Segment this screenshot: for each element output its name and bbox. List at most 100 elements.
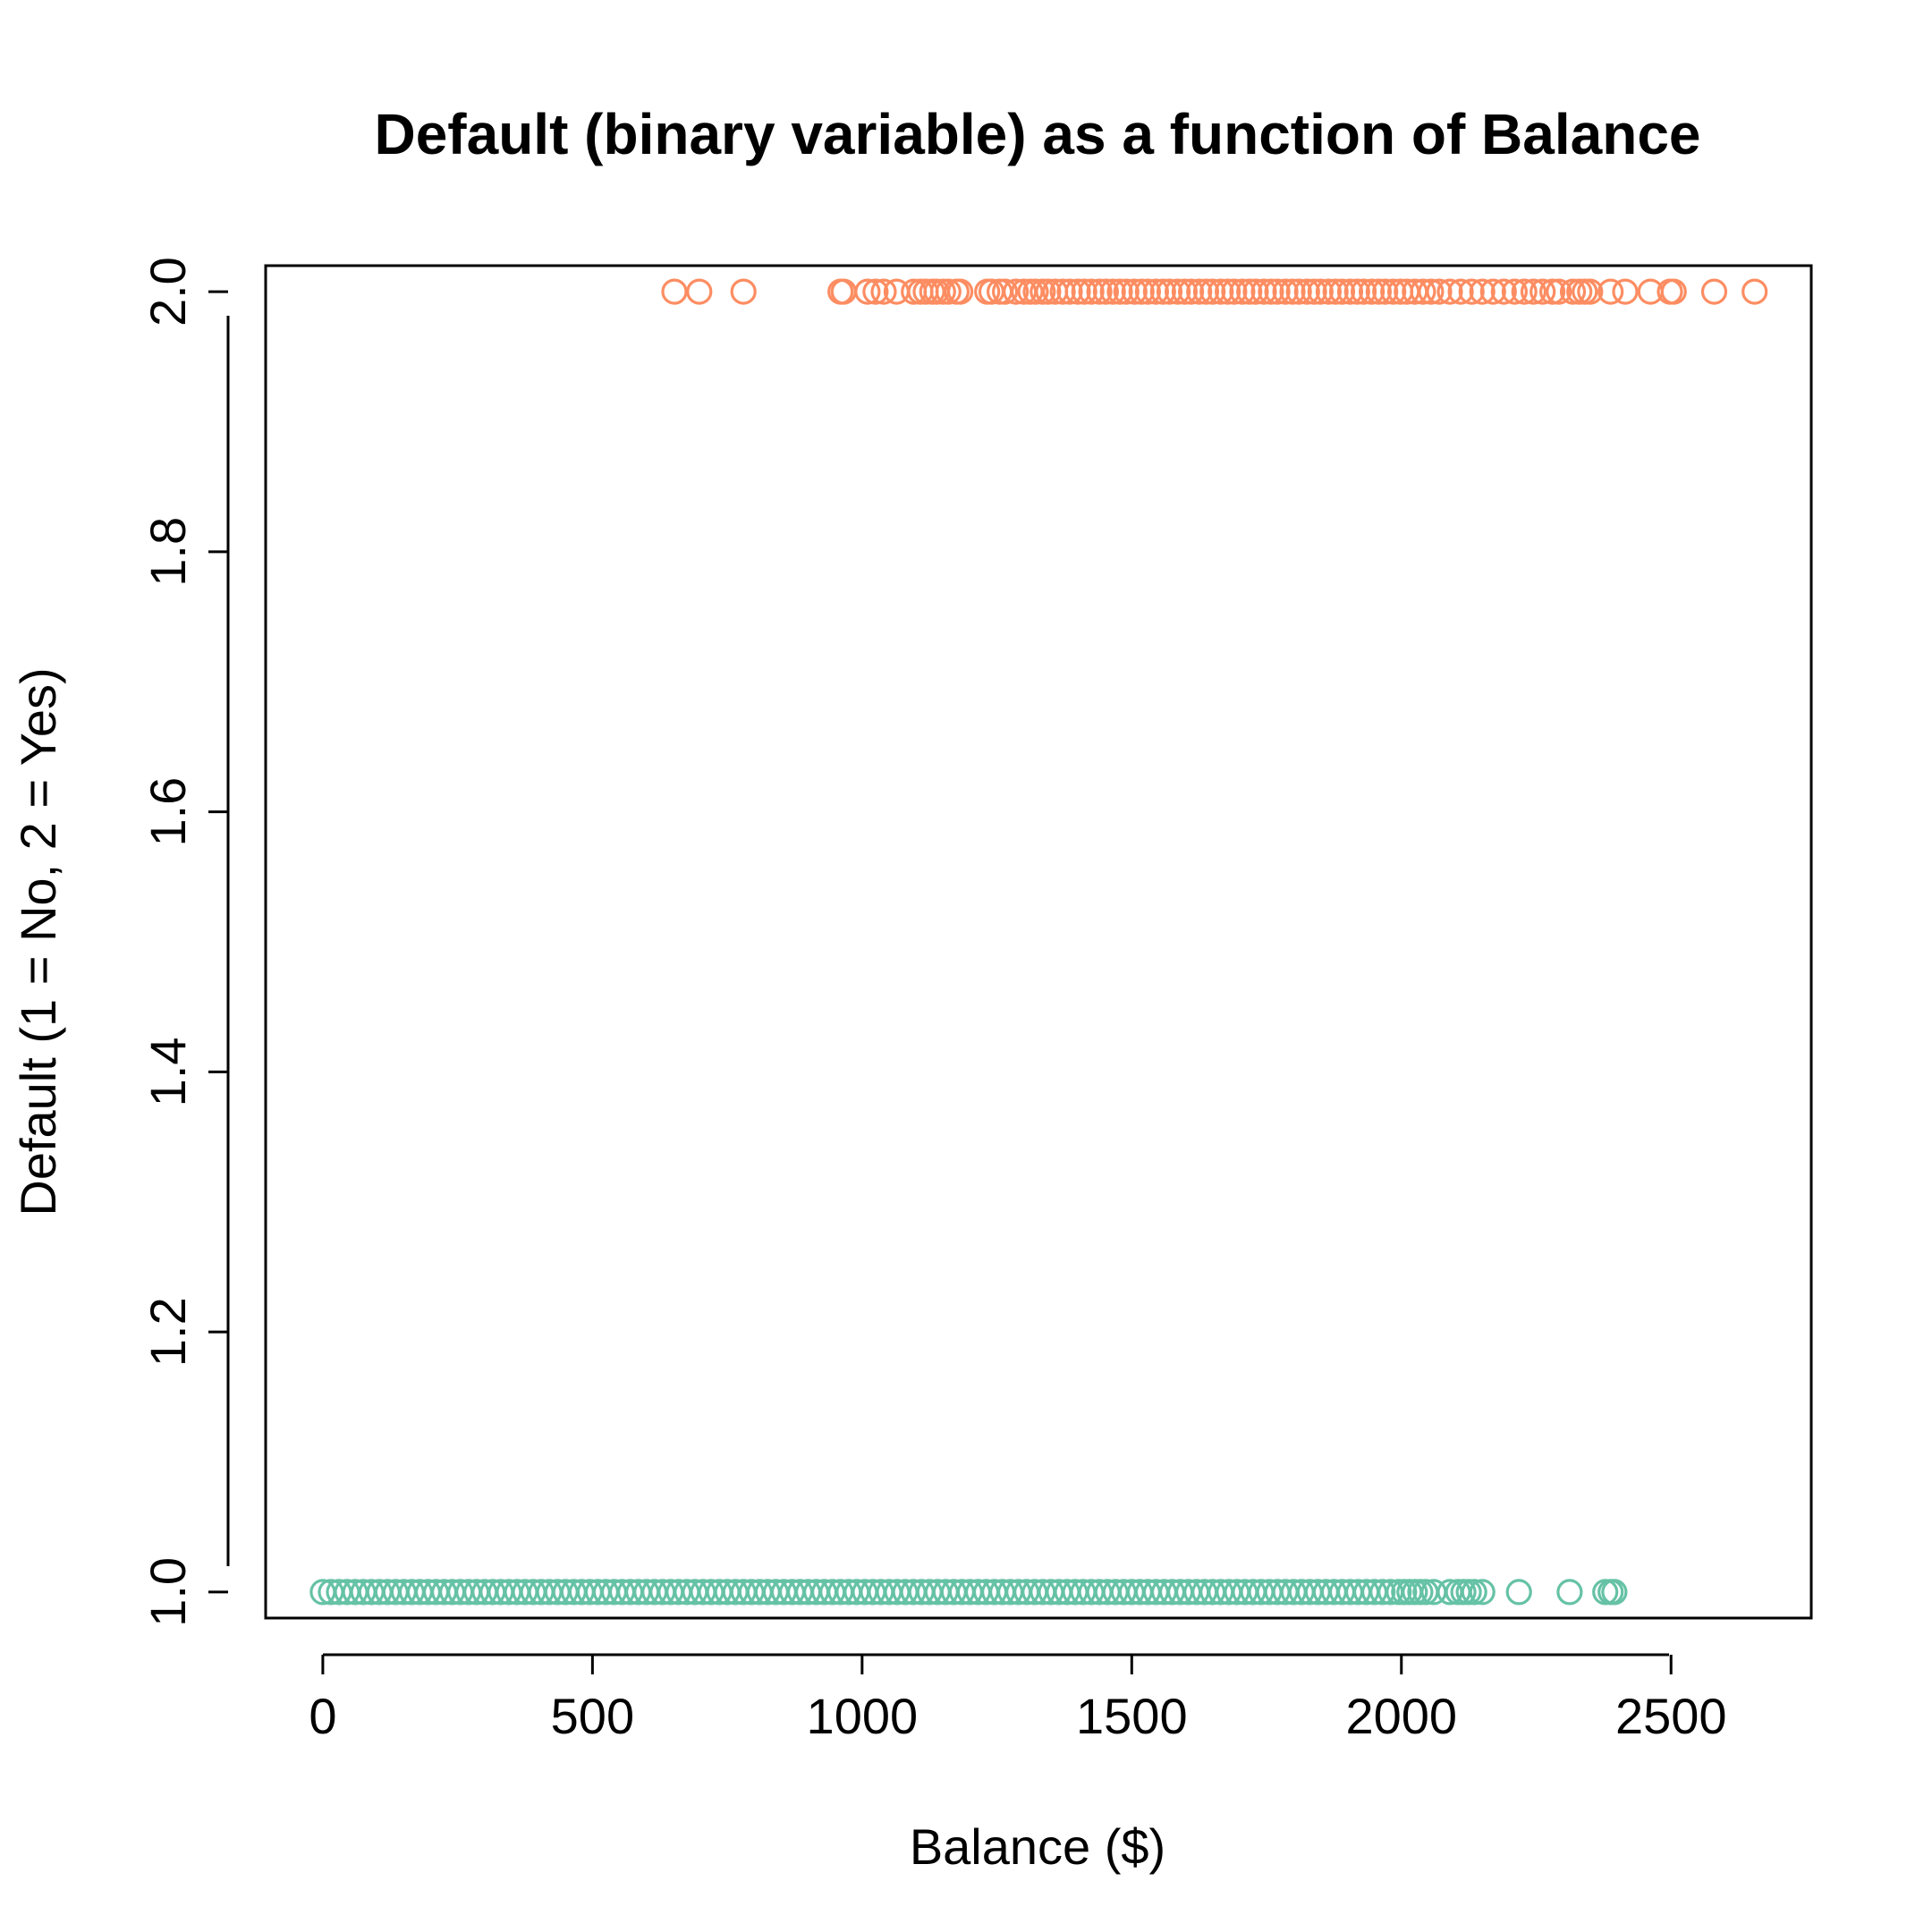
data-point-series-2 [1003, 278, 1030, 305]
data-point-series-2 [1056, 278, 1083, 305]
data-point-series-2 [661, 278, 688, 305]
data-point-series-2 [1236, 278, 1263, 305]
points-layer [309, 278, 1768, 1606]
data-point-series-2 [1538, 278, 1566, 305]
data-point-series-2 [1700, 278, 1728, 305]
data-point-series-2 [686, 278, 713, 305]
data-point-series-2 [1307, 278, 1334, 305]
data-point-series-2 [1380, 278, 1407, 305]
data-point-series-2 [1142, 278, 1170, 305]
y-tick-label: 1.4 [140, 1037, 196, 1106]
data-point-series-2 [1410, 278, 1436, 305]
x-tick-label: 0 [309, 1688, 336, 1744]
data-point-series-2 [1049, 278, 1076, 305]
data-point-series-2 [1293, 278, 1320, 305]
data-point-series-1 [1461, 1579, 1487, 1606]
data-point-series-2 [1064, 278, 1091, 305]
data-point-series-2 [854, 278, 881, 305]
x-tick-label: 1500 [1076, 1688, 1188, 1744]
data-point-series-2 [1186, 278, 1213, 305]
data-point-series-2 [1328, 278, 1356, 305]
data-point-series-2 [935, 278, 962, 305]
data-point-series-2 [1372, 278, 1399, 305]
data-point-series-2 [1192, 278, 1220, 305]
y-tick-label: 1.8 [140, 517, 196, 587]
data-point-series-2 [1336, 278, 1364, 305]
data-point-series-2 [1612, 278, 1639, 305]
data-point-series-2 [1106, 278, 1133, 305]
data-point-series-1 [1369, 1579, 1396, 1606]
y-tick-label: 2.0 [140, 257, 196, 326]
data-point-series-2 [1035, 278, 1062, 305]
data-point-series-1 [1601, 1579, 1628, 1606]
data-point-series-2 [1365, 278, 1393, 305]
data-point-series-2 [1741, 278, 1768, 305]
data-point-series-2 [991, 278, 1019, 305]
data-point-series-2 [1279, 278, 1306, 305]
data-point-series-2 [1577, 278, 1604, 305]
y-tick-label: 1.6 [140, 777, 196, 847]
data-point-series-2 [1350, 278, 1377, 305]
data-point-series-2 [1511, 278, 1538, 305]
data-point-series-2 [1078, 278, 1105, 305]
x-tick-label: 2000 [1345, 1688, 1457, 1744]
data-point-series-2 [1315, 278, 1343, 305]
data-point-series-1 [1556, 1579, 1583, 1606]
data-point-series-2 [1436, 278, 1463, 305]
data-point-series-2 [1264, 278, 1291, 305]
data-point-series-2 [1426, 278, 1453, 305]
y-axis-label: Default (1 = No, 2 = Yes) [10, 667, 66, 1216]
data-point-series-2 [1418, 278, 1445, 305]
data-point-series-2 [1546, 278, 1572, 305]
data-point-series-2 [1490, 278, 1517, 305]
y-tick-label: 1.2 [140, 1297, 196, 1367]
x-axis: 0 500 1000 1500 2000 2500 [309, 1653, 1727, 1744]
plot-frame [264, 264, 1813, 1620]
data-point-series-2 [1660, 278, 1687, 305]
data-point-series-2 [1099, 278, 1126, 305]
data-point-series-2 [1214, 278, 1241, 305]
data-point-series-2 [1221, 278, 1248, 305]
x-axis-label: Balance ($) [910, 1818, 1165, 1875]
data-point-series-2 [870, 278, 897, 305]
data-point-series-2 [862, 278, 889, 305]
data-point-series-2 [730, 278, 757, 305]
data-point-series-2 [946, 278, 974, 305]
data-point-series-2 [1272, 278, 1299, 305]
data-point-series-2 [1121, 278, 1148, 305]
data-point-series-2 [1022, 278, 1049, 305]
data-point-series-2 [1479, 278, 1506, 305]
data-point-series-2 [1343, 278, 1370, 305]
data-point-series-2 [1128, 278, 1155, 305]
data-point-series-2 [1559, 278, 1587, 305]
data-point-series-2 [1134, 278, 1162, 305]
data-point-series-2 [1520, 278, 1547, 305]
data-point-series-2 [1171, 278, 1199, 305]
data-point-series-2 [1285, 278, 1312, 305]
data-point-series-2 [1597, 278, 1624, 305]
data-point-series-2 [1092, 278, 1120, 305]
data-point-series-2 [1530, 278, 1556, 305]
data-point-series-2 [1156, 278, 1183, 305]
x-tick-label: 500 [551, 1688, 634, 1744]
data-point-series-2 [1358, 278, 1385, 305]
chart-title: Default (binary variable) as a function … [374, 102, 1700, 166]
data-point-series-2 [1199, 278, 1226, 305]
data-point-series-1 [1469, 1579, 1496, 1606]
data-point-series-1 [1505, 1579, 1532, 1606]
data-point-series-2 [1164, 278, 1191, 305]
y-tick-label: 1.0 [140, 1557, 196, 1627]
data-point-series-2 [1071, 278, 1097, 305]
data-point-series-2 [1242, 278, 1269, 305]
data-point-series-2 [1322, 278, 1349, 305]
data-point-series-2 [1208, 278, 1234, 305]
data-point-series-2 [1113, 278, 1140, 305]
x-tick-label: 2500 [1615, 1688, 1727, 1744]
data-point-series-2 [1458, 278, 1485, 305]
data-point-series-2 [1301, 278, 1327, 305]
data-point-series-2 [1469, 278, 1496, 305]
data-point-series-2 [1177, 278, 1205, 305]
data-point-series-2 [1250, 278, 1277, 305]
